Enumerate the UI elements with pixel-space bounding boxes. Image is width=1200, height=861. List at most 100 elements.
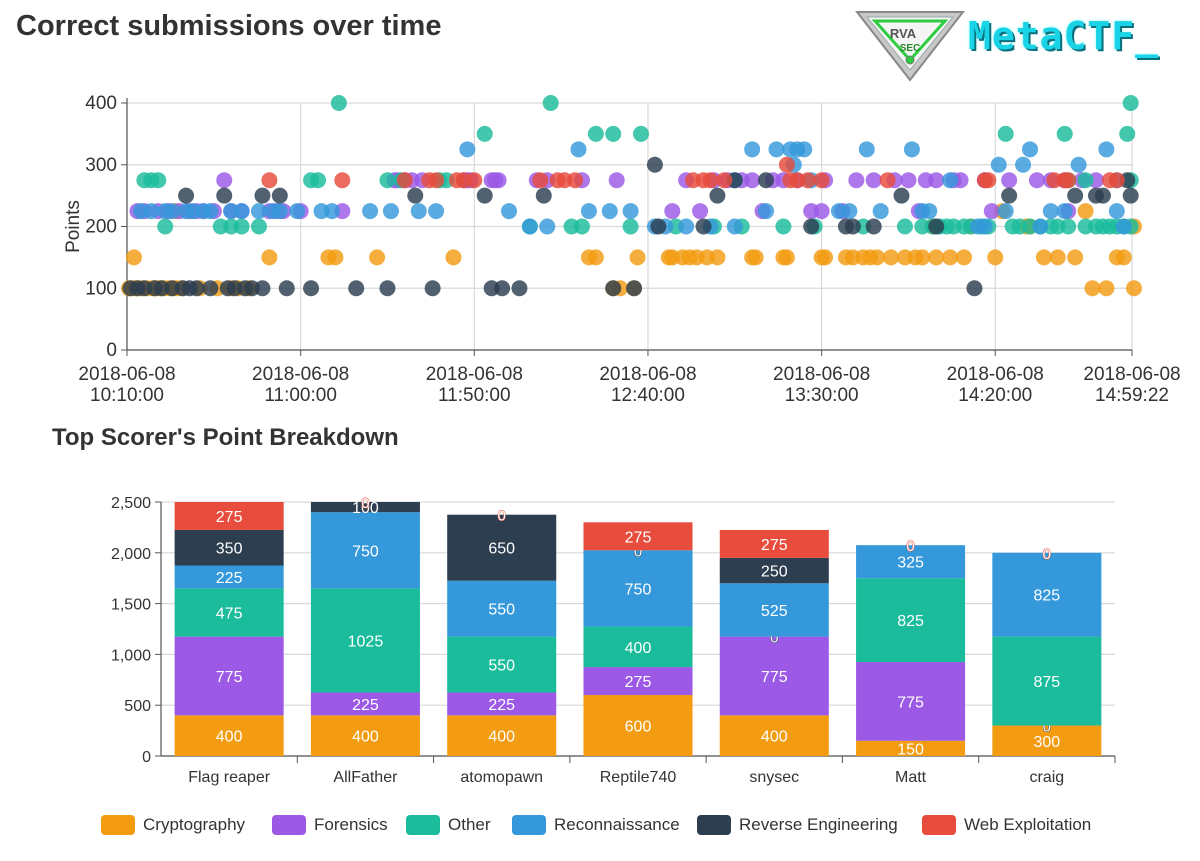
scatter-point-reverse-engineering xyxy=(650,218,667,235)
bar-data-label: 1025 xyxy=(348,633,384,650)
scatter-point-reconnaissance xyxy=(382,203,399,220)
scatter-x-tick-label: 2018-06-08 11:00:00 xyxy=(252,364,349,406)
bar-segment-web-exploitation xyxy=(583,522,693,551)
scatter-point-other xyxy=(1119,125,1136,142)
scatter-point-web-exploitation xyxy=(466,172,483,189)
scatter-point-cryptography xyxy=(369,249,386,266)
bar-segment-forensics xyxy=(583,667,693,696)
scatter-point-reverse-engineering xyxy=(1067,187,1084,204)
bar-data-label: 875 xyxy=(1034,674,1061,691)
bar-data-label: 275 xyxy=(625,529,652,546)
scatter-point-web-exploitation xyxy=(799,172,816,189)
scatter-y-tick-label: 400 xyxy=(85,93,117,114)
scatter-point-reverse-engineering xyxy=(928,218,945,235)
bar-segment-reverse-engineering xyxy=(310,502,420,513)
metactf-brand: MetaCTF_ xyxy=(968,14,1160,58)
bar-segment-cryptography xyxy=(310,715,420,756)
scatter-point-cryptography xyxy=(987,249,1004,266)
bar-segment-forensics xyxy=(856,662,966,741)
scatter-point-reconnaissance xyxy=(678,218,695,235)
scatter-x-tick-label: 2018-06-08 14:59:22 xyxy=(1083,364,1180,406)
scatter-point-reconnaissance xyxy=(921,203,938,220)
bar-segment-reconnaissance xyxy=(174,565,284,589)
bar-zero-label: 0 xyxy=(1043,546,1051,563)
scatter-point-forensics xyxy=(983,203,1000,220)
scatter-y-axis-label: Points xyxy=(63,200,84,253)
scatter-point-reverse-engineering xyxy=(709,187,726,204)
bar-data-label: 100 xyxy=(352,500,379,517)
scatter-y-tick-label: 300 xyxy=(85,155,117,176)
bar-data-label: 275 xyxy=(761,537,788,554)
bar-segment-reverse-engineering xyxy=(447,514,557,581)
scatter-point-reconnaissance xyxy=(1021,141,1038,158)
legend-swatch xyxy=(406,815,440,835)
scatter-point-cryptography xyxy=(747,249,764,266)
scatter-point-reverse-engineering xyxy=(893,187,910,204)
scatter-point-cryptography xyxy=(914,249,931,266)
scatter-point-cryptography xyxy=(883,249,900,266)
scatter-point-web-exploitation xyxy=(980,172,997,189)
scatter-y-tick-label: 200 xyxy=(85,217,117,238)
scatter-point-other xyxy=(233,218,250,235)
scatter-point-web-exploitation xyxy=(1108,172,1125,189)
legend-item-forensics[interactable]: Forensics xyxy=(272,812,388,838)
scatter-point-web-exploitation xyxy=(702,172,719,189)
bar-segment-reverse-engineering xyxy=(174,529,284,566)
scatter-point-reconnaissance xyxy=(903,141,920,158)
bar-x-tick-label: Flag reaper xyxy=(188,769,270,786)
scatter-x-tick-label: 2018-06-08 14:20:00 xyxy=(947,364,1044,406)
scatter-point-reconnaissance xyxy=(1108,203,1125,220)
legend-label: Reverse Engineering xyxy=(739,815,898,834)
legend-item-reverse-engineering[interactable]: Reverse Engineering xyxy=(697,812,898,838)
bar-segment-cryptography xyxy=(583,695,693,756)
bar-data-label: 650 xyxy=(488,541,515,558)
bar-segment-other xyxy=(583,626,693,668)
scatter-point-reverse-engineering xyxy=(865,218,882,235)
scatter-point-other xyxy=(605,125,622,142)
scatter-point-reconnaissance xyxy=(164,203,181,220)
bar-data-label: 400 xyxy=(488,729,515,746)
scatter-point-reconnaissance xyxy=(570,141,587,158)
scatter-point-reverse-engineering xyxy=(379,280,396,297)
scatter-point-reverse-engineering xyxy=(254,187,271,204)
bar-data-label: 225 xyxy=(216,570,243,587)
bar-data-label: 300 xyxy=(1034,734,1061,751)
bar-data-label: 825 xyxy=(897,613,924,630)
legend-item-web-exploitation[interactable]: Web Exploitation xyxy=(922,812,1091,838)
scatter-point-reverse-engineering xyxy=(424,280,441,297)
scatter-point-other xyxy=(330,95,347,111)
bar-data-label: 325 xyxy=(897,555,924,572)
bar-y-tick-label: 1,000 xyxy=(111,647,151,664)
legend-item-cryptography[interactable]: Cryptography xyxy=(101,812,245,838)
bar-segment-other xyxy=(174,588,284,637)
scatter-point-other xyxy=(150,172,167,189)
scatter-point-cryptography xyxy=(1077,203,1094,220)
scatter-x-tick-label: 2018-06-08 10:10:00 xyxy=(78,364,175,406)
scatter-point-forensics xyxy=(900,172,917,189)
bar-data-label: 225 xyxy=(488,697,515,714)
bar-segment-other xyxy=(447,636,557,693)
scatter-point-other xyxy=(775,218,792,235)
bar-segment-other xyxy=(856,578,966,663)
bar-data-label: 350 xyxy=(216,541,243,558)
scatter-point-reconnaissance xyxy=(580,203,597,220)
scatter-point-cryptography xyxy=(869,249,886,266)
scatter-point-web-exploitation xyxy=(532,172,549,189)
scatter-point-web-exploitation xyxy=(261,172,278,189)
bar-data-label: 525 xyxy=(761,603,788,620)
chart-title-submissions: Correct submissions over time xyxy=(16,10,442,42)
scatter-point-cryptography xyxy=(1049,249,1066,266)
scatter-point-other xyxy=(573,218,590,235)
bar-data-label: 250 xyxy=(761,564,788,581)
scatter-point-reverse-engineering xyxy=(1001,187,1018,204)
legend-item-reconnaissance[interactable]: Reconnaissance xyxy=(512,812,680,838)
scatter-y-tick-label: 0 xyxy=(106,340,117,361)
scatter-point-cryptography xyxy=(1098,280,1115,297)
bar-data-label: 275 xyxy=(625,674,652,691)
bar-zero-label: 0 xyxy=(770,630,778,647)
scatter-point-web-exploitation xyxy=(334,172,351,189)
legend-item-other[interactable]: Other xyxy=(406,812,491,838)
scatter-point-cryptography xyxy=(928,249,945,266)
scatter-point-reconnaissance xyxy=(202,203,219,220)
scatter-point-reverse-engineering xyxy=(202,280,219,297)
